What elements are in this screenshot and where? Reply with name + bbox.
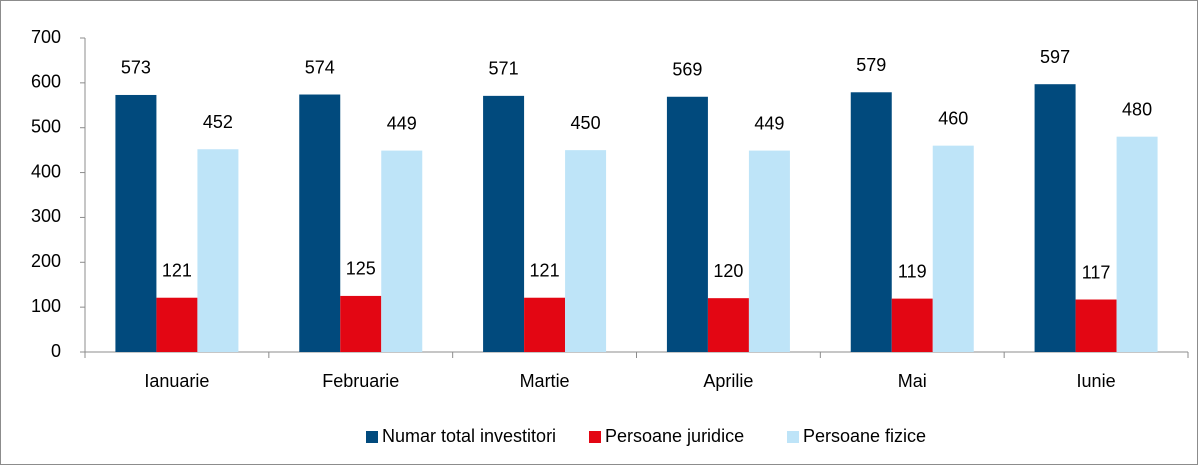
legend-swatch — [589, 431, 601, 443]
bar — [524, 297, 566, 352]
legend-swatch — [366, 431, 378, 443]
y-tick-label: 0 — [51, 341, 61, 361]
bar — [1075, 299, 1117, 352]
data-label: 125 — [346, 259, 376, 279]
bar — [891, 298, 933, 352]
bar — [1034, 84, 1076, 353]
data-label: 449 — [754, 113, 784, 133]
data-label: 121 — [530, 260, 560, 280]
bar — [932, 145, 974, 352]
data-label: 480 — [1122, 99, 1152, 119]
data-label: 450 — [571, 113, 601, 133]
data-label: 573 — [121, 58, 151, 78]
y-tick-label: 600 — [31, 72, 61, 92]
y-tick-label: 200 — [31, 251, 61, 271]
data-label: 449 — [387, 113, 417, 133]
bar — [666, 96, 708, 353]
y-tick-label: 400 — [31, 161, 61, 181]
bar — [381, 150, 423, 352]
y-tick-label: 100 — [31, 296, 61, 316]
x-tick-label: Februarie — [322, 371, 399, 391]
x-tick-label: Mai — [898, 371, 927, 391]
data-label: 597 — [1040, 47, 1070, 67]
bar — [156, 297, 198, 352]
bar — [340, 295, 382, 352]
y-tick-label: 700 — [31, 27, 61, 47]
data-label: 120 — [713, 261, 743, 281]
legend-label: Persoane fizice — [803, 426, 926, 446]
data-label: 121 — [162, 260, 192, 280]
legend-label: Numar total investitori — [382, 426, 556, 446]
bar — [299, 94, 341, 353]
bar — [197, 149, 239, 352]
y-tick-label: 500 — [31, 116, 61, 136]
bar — [707, 298, 749, 352]
data-label: 119 — [898, 261, 927, 281]
bar — [565, 150, 607, 352]
data-label: 571 — [489, 59, 519, 79]
bar — [483, 95, 525, 352]
bar — [748, 150, 790, 352]
data-label: 452 — [203, 112, 233, 132]
data-label: 460 — [938, 108, 968, 128]
legend-label: Persoane juridice — [605, 426, 744, 446]
x-tick-label: Ianuarie — [144, 371, 209, 391]
bar — [1116, 136, 1158, 352]
y-tick-label: 300 — [31, 206, 61, 226]
x-tick-label: Iunie — [1077, 371, 1116, 391]
data-label: 117 — [1082, 262, 1111, 282]
data-label: 569 — [672, 60, 702, 80]
x-tick-label: Martie — [520, 371, 570, 391]
data-label: 574 — [305, 57, 335, 77]
data-label: 579 — [856, 55, 886, 75]
bar — [115, 94, 157, 353]
x-tick-label: Aprilie — [703, 371, 753, 391]
legend-swatch — [787, 431, 799, 443]
bar — [850, 92, 892, 352]
